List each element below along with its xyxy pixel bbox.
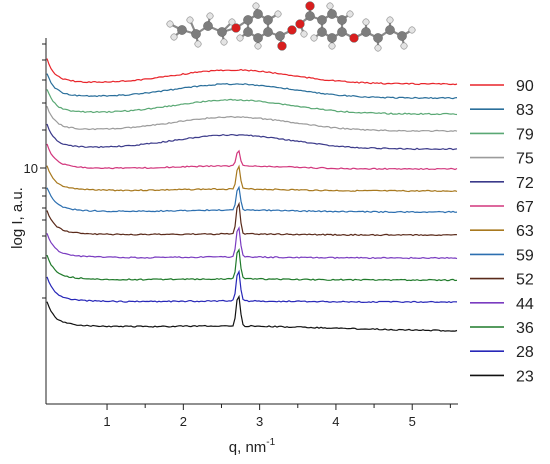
legend-label-28: 28 <box>516 344 534 361</box>
molecule-illustration <box>166 1 416 52</box>
x-tick-label: 4 <box>332 414 339 429</box>
legend-label-72: 72 <box>516 175 534 192</box>
series-line-75 <box>46 105 458 133</box>
x-tick-label: 2 <box>180 414 187 429</box>
molecule-atom <box>177 25 187 35</box>
molecule-atom <box>220 38 228 46</box>
molecule-atom <box>397 31 407 41</box>
molecule-atom <box>277 41 287 51</box>
molecule-atom <box>263 15 273 25</box>
molecule-atom <box>386 16 394 24</box>
molecule-atom <box>328 42 336 50</box>
series-line-36 <box>46 248 458 282</box>
molecule-atom <box>253 33 263 43</box>
molecule-atom <box>243 15 253 25</box>
molecule-atom <box>408 26 416 34</box>
molecule-atom <box>170 33 178 41</box>
legend-label-67: 67 <box>516 199 534 216</box>
molecule-atom <box>243 27 253 37</box>
molecule-atom <box>305 11 315 21</box>
series-line-79 <box>46 89 458 116</box>
series-line-90 <box>46 58 458 86</box>
molecule-atom <box>236 34 244 42</box>
molecule-atom <box>287 25 297 35</box>
molecule-atom <box>361 27 371 37</box>
molecule-atom <box>191 29 201 39</box>
legend-label-52: 52 <box>516 272 534 289</box>
legend-label-79: 79 <box>516 126 534 143</box>
molecule-atom <box>349 33 359 43</box>
molecule-atom <box>295 19 305 29</box>
x-axis-title-superscript: -1 <box>266 437 275 448</box>
series-line-63 <box>46 164 458 193</box>
legend-label-63: 63 <box>516 223 534 240</box>
legend-label-75: 75 <box>516 151 534 168</box>
molecule-atom <box>362 18 370 26</box>
molecule-atom <box>186 16 194 24</box>
molecule-atom <box>203 21 213 31</box>
molecule-atom <box>327 33 337 43</box>
x-tick-label: 3 <box>256 414 263 429</box>
series-line-59 <box>46 185 458 214</box>
series-line-52 <box>46 201 458 237</box>
molecule-atom <box>374 44 382 52</box>
molecule-atom <box>252 2 260 10</box>
y-axis-title: log I, a.u. <box>9 187 26 249</box>
molecule-atom <box>385 25 395 35</box>
legend-label-83: 83 <box>516 102 534 119</box>
molecule-atom <box>337 27 347 37</box>
molecule-atom <box>166 20 174 28</box>
molecule-atom <box>327 9 337 19</box>
molecule-atom <box>275 31 285 41</box>
series-line-23 <box>46 294 458 332</box>
y-axis-ticks: 10 <box>24 43 46 299</box>
molecule-atom <box>346 10 354 18</box>
molecule-atom <box>228 18 236 26</box>
legend-label-44: 44 <box>516 296 534 313</box>
series-line-67 <box>46 143 458 171</box>
molecule-atom <box>231 23 241 33</box>
plot-frame <box>45 38 458 405</box>
y-tick-label: 10 <box>24 161 38 176</box>
series-line-28 <box>46 269 458 304</box>
molecule-atom <box>274 10 282 18</box>
molecule-atom <box>317 15 327 25</box>
molecule-atom <box>310 34 318 42</box>
series-line-44 <box>46 225 458 260</box>
molecule-atom <box>317 27 327 37</box>
molecule-atom <box>263 27 273 37</box>
molecule-atom <box>217 27 227 37</box>
x-tick-label: 1 <box>103 414 110 429</box>
series-line-72 <box>46 123 458 151</box>
molecule-atom <box>300 30 308 38</box>
molecule-atom <box>400 42 408 50</box>
molecule-atom <box>373 33 383 43</box>
legend: 90 83 79 75 72 67 63 59 52 44 36 28 23 <box>470 78 534 385</box>
x-axis-ticks: 1 2 3 4 5 <box>103 404 451 429</box>
molecule-atom <box>326 2 334 10</box>
series-curves <box>46 58 458 332</box>
molecule-atom <box>253 9 263 19</box>
x-tick-label: 5 <box>409 414 416 429</box>
molecule-atom <box>206 12 214 20</box>
legend-label-59: 59 <box>516 247 534 264</box>
legend-label-23: 23 <box>516 368 534 385</box>
molecule-atom <box>254 42 262 50</box>
molecule-atom <box>194 40 202 48</box>
series-line-83 <box>46 73 458 100</box>
legend-label-36: 36 <box>516 320 534 337</box>
x-axis-title: q, nm-1 <box>229 437 276 456</box>
molecule-atom <box>337 15 347 25</box>
molecule-atom <box>305 1 315 11</box>
legend-label-90: 90 <box>516 78 534 95</box>
